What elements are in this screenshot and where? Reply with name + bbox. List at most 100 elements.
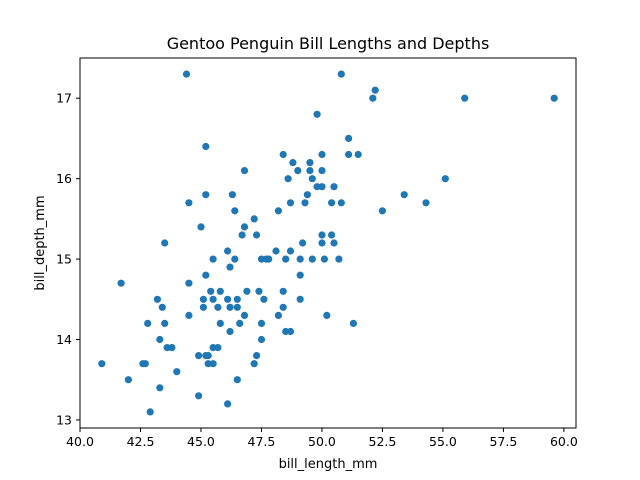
- data-point: [98, 360, 106, 368]
- data-point: [168, 344, 176, 352]
- x-tick-label: 45.0: [187, 434, 215, 449]
- data-point: [337, 70, 345, 78]
- data-point: [238, 231, 246, 239]
- x-tick-label: 55.0: [429, 434, 457, 449]
- data-point: [299, 239, 307, 247]
- data-point: [231, 207, 239, 215]
- data-point: [236, 319, 244, 327]
- data-point: [141, 360, 149, 368]
- data-point: [330, 239, 338, 247]
- data-point: [117, 279, 125, 287]
- data-point: [461, 94, 469, 102]
- data-point: [308, 175, 316, 183]
- data-point: [279, 150, 287, 159]
- data-point: [286, 199, 295, 207]
- data-point: [156, 335, 164, 344]
- data-point: [354, 150, 362, 159]
- data-point: [124, 376, 132, 384]
- data-point: [204, 352, 212, 360]
- data-point: [318, 231, 326, 239]
- data-point: [195, 392, 203, 400]
- x-tick-label: 40.0: [66, 434, 94, 449]
- x-tick-label: 57.5: [489, 434, 517, 449]
- data-point: [328, 231, 336, 239]
- data-point: [337, 199, 345, 207]
- data-point: [306, 159, 314, 167]
- data-point: [253, 231, 261, 239]
- data-point: [240, 223, 249, 231]
- data-point: [253, 352, 261, 360]
- data-point: [233, 376, 241, 384]
- data-point: [161, 239, 169, 247]
- data-point: [289, 159, 297, 167]
- data-point: [214, 344, 222, 352]
- data-point: [195, 352, 203, 360]
- data-point: [231, 255, 239, 263]
- data-point: [216, 287, 224, 295]
- data-point: [224, 400, 232, 408]
- data-point: [265, 255, 273, 263]
- data-point: [228, 191, 236, 199]
- data-point: [207, 287, 215, 295]
- data-point: [209, 295, 217, 303]
- y-tick-label: 14: [56, 332, 72, 347]
- data-point: [274, 207, 282, 215]
- data-point: [400, 191, 408, 199]
- data-point: [422, 199, 430, 207]
- data-point: [260, 295, 268, 303]
- data-point: [199, 295, 207, 303]
- data-point: [226, 327, 234, 336]
- data-point: [185, 199, 193, 207]
- data-point: [279, 303, 287, 311]
- data-point: [226, 303, 234, 311]
- data-point: [257, 319, 266, 327]
- x-tick-label: 47.5: [248, 434, 276, 449]
- data-point: [209, 360, 217, 368]
- data-point: [214, 303, 222, 311]
- data-point: [279, 287, 287, 295]
- data-point: [296, 255, 304, 263]
- y-axis: 13 14 15 16 17: [56, 91, 80, 427]
- x-tick-label: 52.5: [369, 434, 397, 449]
- data-point: [224, 295, 232, 303]
- data-point: [303, 191, 311, 199]
- y-tick-label: 13: [56, 412, 72, 427]
- data-point: [144, 319, 152, 327]
- data-point: [202, 142, 210, 151]
- data-point: [173, 368, 181, 376]
- data-point: [199, 303, 207, 311]
- data-point: [330, 183, 338, 191]
- data-point: [216, 319, 224, 327]
- data-point: [255, 287, 263, 295]
- data-point: [257, 335, 266, 344]
- data-point: [369, 94, 377, 102]
- data-point: [224, 247, 232, 255]
- data-point: [441, 175, 449, 183]
- data-points: [98, 70, 558, 416]
- data-point: [146, 408, 154, 416]
- data-point: [243, 287, 251, 295]
- x-tick-label: 50.0: [308, 434, 336, 449]
- data-point: [318, 239, 326, 247]
- data-point: [274, 311, 282, 319]
- data-point: [320, 255, 328, 263]
- data-point: [345, 150, 353, 159]
- data-point: [349, 319, 357, 327]
- data-point: [226, 263, 234, 271]
- data-point: [286, 247, 295, 255]
- data-point: [250, 215, 258, 223]
- data-point: [156, 384, 164, 392]
- data-point: [318, 167, 326, 175]
- data-point: [286, 327, 295, 336]
- data-point: [240, 167, 249, 175]
- data-point: [240, 311, 249, 319]
- y-axis-label: bill_depth_mm: [33, 195, 48, 290]
- data-point: [378, 207, 386, 215]
- data-point: [308, 255, 316, 263]
- data-point: [313, 110, 321, 118]
- data-point: [318, 150, 326, 159]
- data-point: [294, 167, 302, 175]
- data-point: [272, 247, 280, 255]
- data-point: [202, 191, 210, 199]
